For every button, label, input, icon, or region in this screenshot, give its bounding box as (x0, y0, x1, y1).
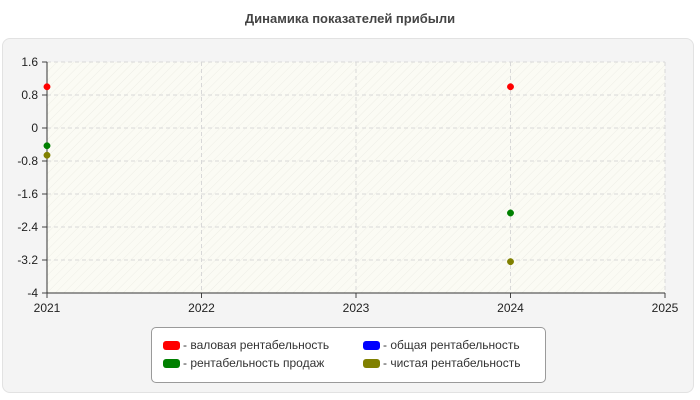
data-point-series-3-0 (43, 151, 51, 159)
y-tick-label: -3.2 (17, 253, 38, 267)
legend-label-sales: - рентабельность продаж (183, 356, 325, 370)
legend-label-total: - общая рентабельность (383, 338, 520, 352)
legend-swatch-net (363, 358, 380, 368)
y-tick-label: -4 (27, 286, 38, 300)
legend-item-sales: - рентабельность продаж (163, 354, 363, 372)
legend-swatch-sales (163, 358, 180, 368)
legend-swatch-gross (163, 340, 180, 350)
x-tick-label: 2025 (652, 301, 679, 315)
legend-item-net: - чистая рентабельность (363, 354, 543, 372)
data-point-series-0-1 (507, 83, 514, 91)
chart-title: Динамика показателей прибыли (244, 11, 456, 26)
y-tick-label: -0.8 (17, 154, 38, 168)
y-tick-label: -2.4 (17, 220, 38, 234)
data-point-series-0-0 (43, 83, 51, 91)
legend-swatch-total (363, 340, 380, 350)
y-tick-label: -1.6 (17, 187, 38, 201)
data-point-series-2-1 (507, 209, 514, 217)
legend-item-total: - общая рентабельность (363, 336, 543, 354)
legend-label-net: - чистая рентабельность (383, 356, 521, 370)
x-tick-label: 2022 (188, 301, 215, 315)
x-tick-label: 2021 (34, 301, 61, 315)
legend-item-gross: - валовая рентабельность (163, 336, 363, 354)
data-point-series-3-1 (507, 258, 514, 266)
x-tick-label: 2023 (343, 301, 370, 315)
y-tick-label: 0.8 (21, 88, 38, 102)
legend-label-gross: - валовая рентабельность (183, 338, 330, 352)
y-tick-label: 1.6 (21, 55, 38, 69)
legend: - валовая рентабельность - общая рентабе… (151, 327, 546, 383)
data-point-series-2-0 (43, 142, 51, 150)
y-tick-label: 0 (31, 121, 38, 135)
x-tick-label: 2024 (497, 301, 524, 315)
